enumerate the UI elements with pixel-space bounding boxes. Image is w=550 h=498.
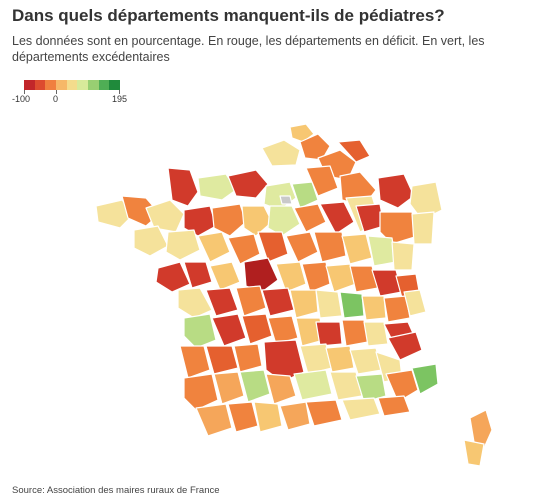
department-shape [279, 195, 293, 205]
department-shape [183, 205, 217, 237]
department-shape [469, 409, 493, 449]
department-shape [211, 203, 247, 237]
department-shape [319, 201, 355, 235]
legend-swatch [88, 80, 99, 90]
legend-min-label: -100 [12, 94, 31, 104]
department-shape [267, 315, 299, 345]
legend-swatch [98, 80, 110, 90]
department-shape [305, 165, 339, 197]
department-shape [243, 257, 279, 293]
department-shape [275, 261, 307, 293]
department-shape [145, 199, 185, 233]
department-shape [197, 173, 237, 201]
department-shape [411, 363, 439, 395]
department-shape [403, 289, 427, 317]
department-shape [235, 285, 267, 317]
department-shape [391, 241, 415, 271]
department-shape [179, 345, 211, 379]
legend-swatch [77, 80, 89, 90]
department-shape [195, 403, 233, 437]
department-shape [227, 233, 261, 265]
department-shape [325, 345, 355, 373]
legend-swatch [34, 80, 46, 90]
legend-tick [56, 90, 57, 94]
department-shape [341, 397, 381, 421]
department-shape [165, 229, 201, 261]
source-note: Source: Association des maires ruraux de… [12, 485, 220, 496]
department-shape [155, 261, 191, 293]
department-shape [313, 231, 347, 263]
chart-subtitle: Les données sont en pourcentage. En roug… [12, 34, 485, 64]
legend-max-label: 195 [112, 94, 128, 104]
department-shape [377, 173, 415, 209]
department-shape [205, 287, 239, 317]
department-shape [293, 369, 333, 401]
department-shape [285, 231, 319, 263]
department-shape [293, 203, 327, 233]
department-shape [411, 211, 435, 245]
department-shape [341, 233, 373, 265]
department-shape [213, 371, 245, 405]
department-shape [233, 343, 263, 373]
department-shape [289, 289, 319, 319]
department-shape [299, 133, 331, 161]
department-shape [387, 331, 423, 361]
department-shape [205, 345, 239, 375]
department-shape [167, 167, 199, 207]
chart-title: Dans quels départements manquent-ils de … [12, 6, 445, 25]
department-shape [209, 261, 241, 291]
department-shape [177, 287, 213, 319]
department-shape [355, 373, 387, 403]
legend-swatch [45, 80, 57, 90]
legend-swatch [109, 80, 121, 90]
department-shape [227, 169, 269, 199]
department-shape [261, 287, 295, 317]
department-shape [379, 211, 419, 245]
department-shape [261, 139, 301, 167]
department-shape [183, 313, 217, 349]
department-shape [305, 399, 343, 427]
department-shape [241, 313, 273, 345]
legend-swatch [56, 80, 67, 90]
department-shape [183, 261, 213, 289]
department-shape [263, 339, 305, 383]
department-shape [301, 261, 331, 293]
department-shape [367, 235, 397, 267]
department-shape [291, 181, 319, 209]
department-shape [257, 231, 289, 263]
legend-swatch [66, 80, 78, 90]
department-shape [253, 401, 283, 433]
department-shape [463, 439, 485, 467]
department-shape [211, 313, 247, 347]
department-shape [315, 321, 343, 347]
department-shape [133, 225, 169, 257]
department-shape [227, 401, 259, 433]
department-shape [339, 291, 365, 319]
legend-gradient [24, 80, 121, 90]
legend-mid-label: 0 [53, 94, 59, 104]
department-shape [239, 369, 271, 403]
department-shape [337, 139, 371, 163]
department-shape [315, 289, 343, 319]
department-shape [265, 373, 297, 405]
department-shape [241, 205, 273, 237]
department-shape [383, 295, 411, 323]
department-shape [183, 373, 219, 411]
legend-tick [119, 90, 120, 94]
department-shape [385, 369, 419, 403]
department-shape [279, 401, 311, 431]
department-shape [363, 321, 389, 347]
department-shape [377, 395, 411, 417]
department-shape [197, 231, 231, 263]
legend-tick [24, 90, 25, 94]
department-shape [361, 295, 387, 321]
legend-swatch [24, 80, 35, 90]
department-shape [267, 205, 301, 237]
